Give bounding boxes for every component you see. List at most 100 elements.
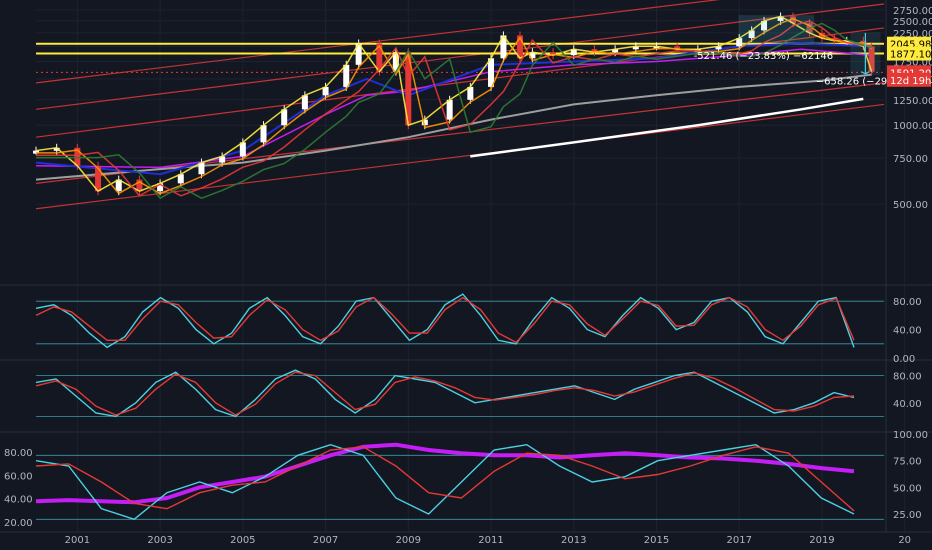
- channel-line: [35, 0, 721, 84]
- osc-left-tick-label: 80.00: [4, 448, 33, 459]
- candle-body: [53, 147, 60, 151]
- osc-series-line: [35, 293, 855, 349]
- osc-y-tick-label: 40.00: [893, 399, 922, 410]
- oscillator-pane-1[interactable]: [35, 293, 884, 349]
- candle-body: [500, 35, 507, 59]
- candle-body: [219, 156, 226, 163]
- oscillator-pane-2[interactable]: [35, 369, 884, 418]
- channel-line: [35, 3, 885, 110]
- x-tick-label: 2011: [478, 535, 503, 546]
- osc-y-tick-label: 25.00: [893, 510, 922, 521]
- osc-series-line: [35, 371, 855, 416]
- osc-y-tick-label: 100.00: [893, 430, 928, 441]
- short-ma-line: [36, 20, 872, 197]
- price-tag-label: 1877.10: [890, 50, 931, 61]
- price-tag: 1877.10: [887, 46, 931, 61]
- candle-body: [868, 46, 875, 72]
- candle-body: [405, 52, 412, 126]
- price-pane[interactable]: -521.46 (−23.83%) −62146 −658.26 (−29.23%…: [33, 0, 917, 210]
- candle-body: [421, 119, 428, 126]
- y-tick-label: 1000.00: [893, 121, 932, 132]
- x-tick-label: 2007: [313, 535, 338, 546]
- channel-line: [35, 82, 885, 184]
- y-tick-label: 1250.00: [893, 96, 932, 107]
- short-ma-line: [36, 17, 873, 195]
- channel-line: [35, 103, 885, 210]
- candle-body: [343, 64, 350, 87]
- osc-y-tick-label: 75.00: [893, 457, 922, 468]
- candle-body: [376, 43, 383, 72]
- osc-left-tick-label: 60.00: [4, 471, 33, 482]
- x-tick-label: 2019: [809, 535, 834, 546]
- candle-body: [301, 95, 308, 110]
- osc-y-tick-label: 40.00: [893, 326, 922, 337]
- osc-series-line: [35, 443, 855, 521]
- candle-body: [674, 46, 681, 50]
- price-tag-bg: [887, 46, 931, 61]
- y-tick-label: 2250.00: [893, 29, 932, 40]
- candle-body: [516, 35, 523, 59]
- osc-y-tick-label: 80.00: [893, 297, 922, 308]
- candle-body: [632, 46, 639, 50]
- y-tick-label: 2500.00: [893, 17, 932, 28]
- candle-body: [198, 162, 205, 175]
- candle-body: [761, 20, 768, 31]
- x-tick-label: 2015: [644, 535, 669, 546]
- ma-white: [470, 97, 864, 158]
- price-tag-label: 12d 19h: [890, 76, 931, 87]
- x-tick-label: 20: [898, 535, 911, 546]
- time-axis[interactable]: 2001 2003 2005 2007 2009 2011 2013 2015 2017 2019…: [65, 535, 911, 546]
- x-tick-label: 2001: [65, 535, 90, 546]
- candle-body: [177, 174, 184, 184]
- candle-body: [831, 38, 838, 42]
- candle-body: [136, 179, 143, 192]
- candle-body: [777, 16, 784, 21]
- price-tag-bg: [887, 72, 931, 87]
- y-tick-label: 1750.00: [893, 57, 932, 68]
- candle-body: [570, 49, 577, 56]
- candle-body: [467, 86, 474, 100]
- candle-body: [281, 109, 288, 126]
- osc-y-tick-label: 50.00: [893, 483, 922, 494]
- x-tick-label: 2017: [726, 535, 751, 546]
- candle-body: [95, 165, 102, 192]
- measure-box-1: [738, 15, 815, 44]
- price-tag-label: 2045.98: [890, 40, 931, 51]
- osc-series-line: [35, 296, 855, 344]
- y-tick-label: 2750.00: [893, 6, 932, 17]
- oscillator-pane-3[interactable]: 20.00 40.00 60.00 80.00: [4, 442, 884, 529]
- candle-body: [115, 179, 122, 192]
- candle-body: [239, 142, 246, 157]
- candle-body: [736, 38, 743, 47]
- measure-arrowhead: [861, 71, 870, 75]
- short-ma-line: [36, 22, 872, 200]
- candle-body: [33, 150, 39, 154]
- x-tick-label: 2013: [561, 535, 586, 546]
- short-ma-line: [35, 15, 873, 193]
- osc-y-tick-label: 0.00: [893, 354, 915, 365]
- candle-body: [529, 52, 536, 59]
- candle-body: [260, 125, 267, 143]
- candle-body: [322, 86, 329, 96]
- candle-body: [715, 46, 722, 50]
- x-tick-label: 2003: [147, 535, 172, 546]
- candle-body: [653, 46, 660, 50]
- candle-body: [74, 147, 81, 166]
- candle-body: [446, 99, 453, 120]
- measure-annotation-1: -521.46 (−23.83%) −62146: [694, 51, 833, 62]
- measure-annotation-2: −658.26 (−29.23%): [816, 76, 917, 87]
- osc-series-line: [35, 446, 855, 512]
- candle-body: [612, 49, 619, 53]
- candle-body: [355, 43, 362, 65]
- osc-series-line: [35, 369, 855, 418]
- y-tick-label: 750.00: [893, 154, 928, 165]
- osc-left-tick-label: 40.00: [4, 495, 33, 506]
- candle-body: [157, 183, 164, 192]
- price-tag: 12d 19h: [887, 72, 931, 87]
- candle-body: [488, 58, 495, 87]
- osc-y-tick-label: 80.00: [893, 372, 922, 383]
- candle-body: [591, 49, 598, 53]
- osc-left-tick-label: 20.00: [4, 518, 33, 529]
